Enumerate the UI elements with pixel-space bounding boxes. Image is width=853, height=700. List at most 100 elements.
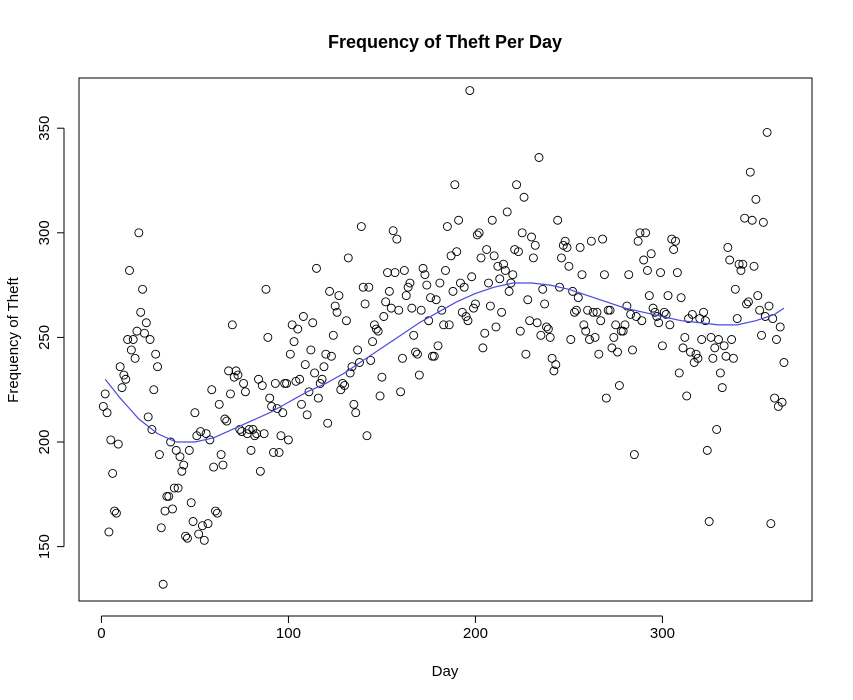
data-point [766,519,776,529]
data-point [669,245,679,254]
data-point [738,259,748,269]
data-point [319,362,329,372]
data-point [283,435,293,445]
data-point [676,293,686,303]
data-point [562,242,572,252]
data-point [233,370,243,380]
data-point [218,460,228,470]
data-point [495,274,505,284]
data-point [470,299,480,309]
data-point [523,295,533,305]
data-point [556,253,566,263]
data-point [560,236,570,246]
data-point [635,228,645,238]
data-point [762,127,772,137]
x-tick-label: 0 [97,625,105,642]
data-point [293,324,303,334]
data-point [272,404,282,413]
data-point [702,445,712,455]
data-point [366,355,376,365]
data-point [224,366,234,376]
data-point [504,286,514,296]
data-point [313,393,323,403]
data-point [729,353,738,363]
data-point [263,332,273,342]
data-point [448,286,458,296]
data-point [603,305,613,315]
data-point [734,259,744,269]
data-point [650,307,660,317]
data-point [317,374,327,384]
data-point [138,284,148,294]
data-point [721,351,731,361]
data-point [521,349,531,359]
data-point [663,291,673,301]
data-point [388,226,398,236]
data-point [115,362,125,372]
data-point [246,445,256,455]
data-point [373,326,383,336]
data-point [629,450,639,460]
data-point [480,328,490,338]
data-point [648,303,658,313]
data-point [749,261,759,271]
data-point [162,491,172,501]
data-point [381,297,391,307]
data-point [394,305,404,315]
data-point [543,324,553,334]
data-point [553,215,563,225]
data-point [269,448,278,457]
data-point [433,341,443,351]
data-point [149,385,159,395]
data-point [740,213,750,223]
data-point [437,305,447,315]
data-point [536,330,546,340]
data-point [420,270,430,280]
data-point [398,353,407,363]
data-point [181,531,191,541]
data-point [644,291,654,301]
data-point [534,153,544,162]
data-point [298,312,308,321]
data-point [323,418,333,428]
data-point [326,351,336,361]
data-point [239,378,249,388]
data-point [312,263,321,273]
data-point [697,335,707,344]
data-point [476,253,486,263]
data-point [280,378,290,388]
y-axis-label: Frequency of Theft [5,276,22,402]
data-point [665,320,675,330]
data-point [764,301,774,311]
data-point [500,266,510,275]
data-point [160,506,170,516]
x-axis: 0 100 200 300 [97,615,675,642]
data-point [362,431,372,441]
data-point [244,425,254,434]
data-point [306,345,316,355]
data-point [377,372,387,382]
data-point [527,232,536,242]
data-point [407,303,417,313]
data-point [691,349,701,359]
data-point [493,261,503,271]
data-point [156,523,166,533]
data-point [693,353,703,363]
data-point [422,280,432,290]
data-point [427,351,437,361]
data-point [100,389,110,399]
data-point [528,253,538,263]
y-tick-label: 350 [36,116,53,141]
data-point [717,383,727,393]
data-point [564,261,574,271]
data-point [368,337,378,347]
data-point [474,228,484,238]
data-point [538,284,548,294]
data-point [622,301,632,311]
data-point [530,240,540,250]
data-point [209,462,219,472]
data-point [607,343,617,353]
data-point [626,309,636,319]
data-point [414,370,424,380]
data-point [594,349,604,359]
